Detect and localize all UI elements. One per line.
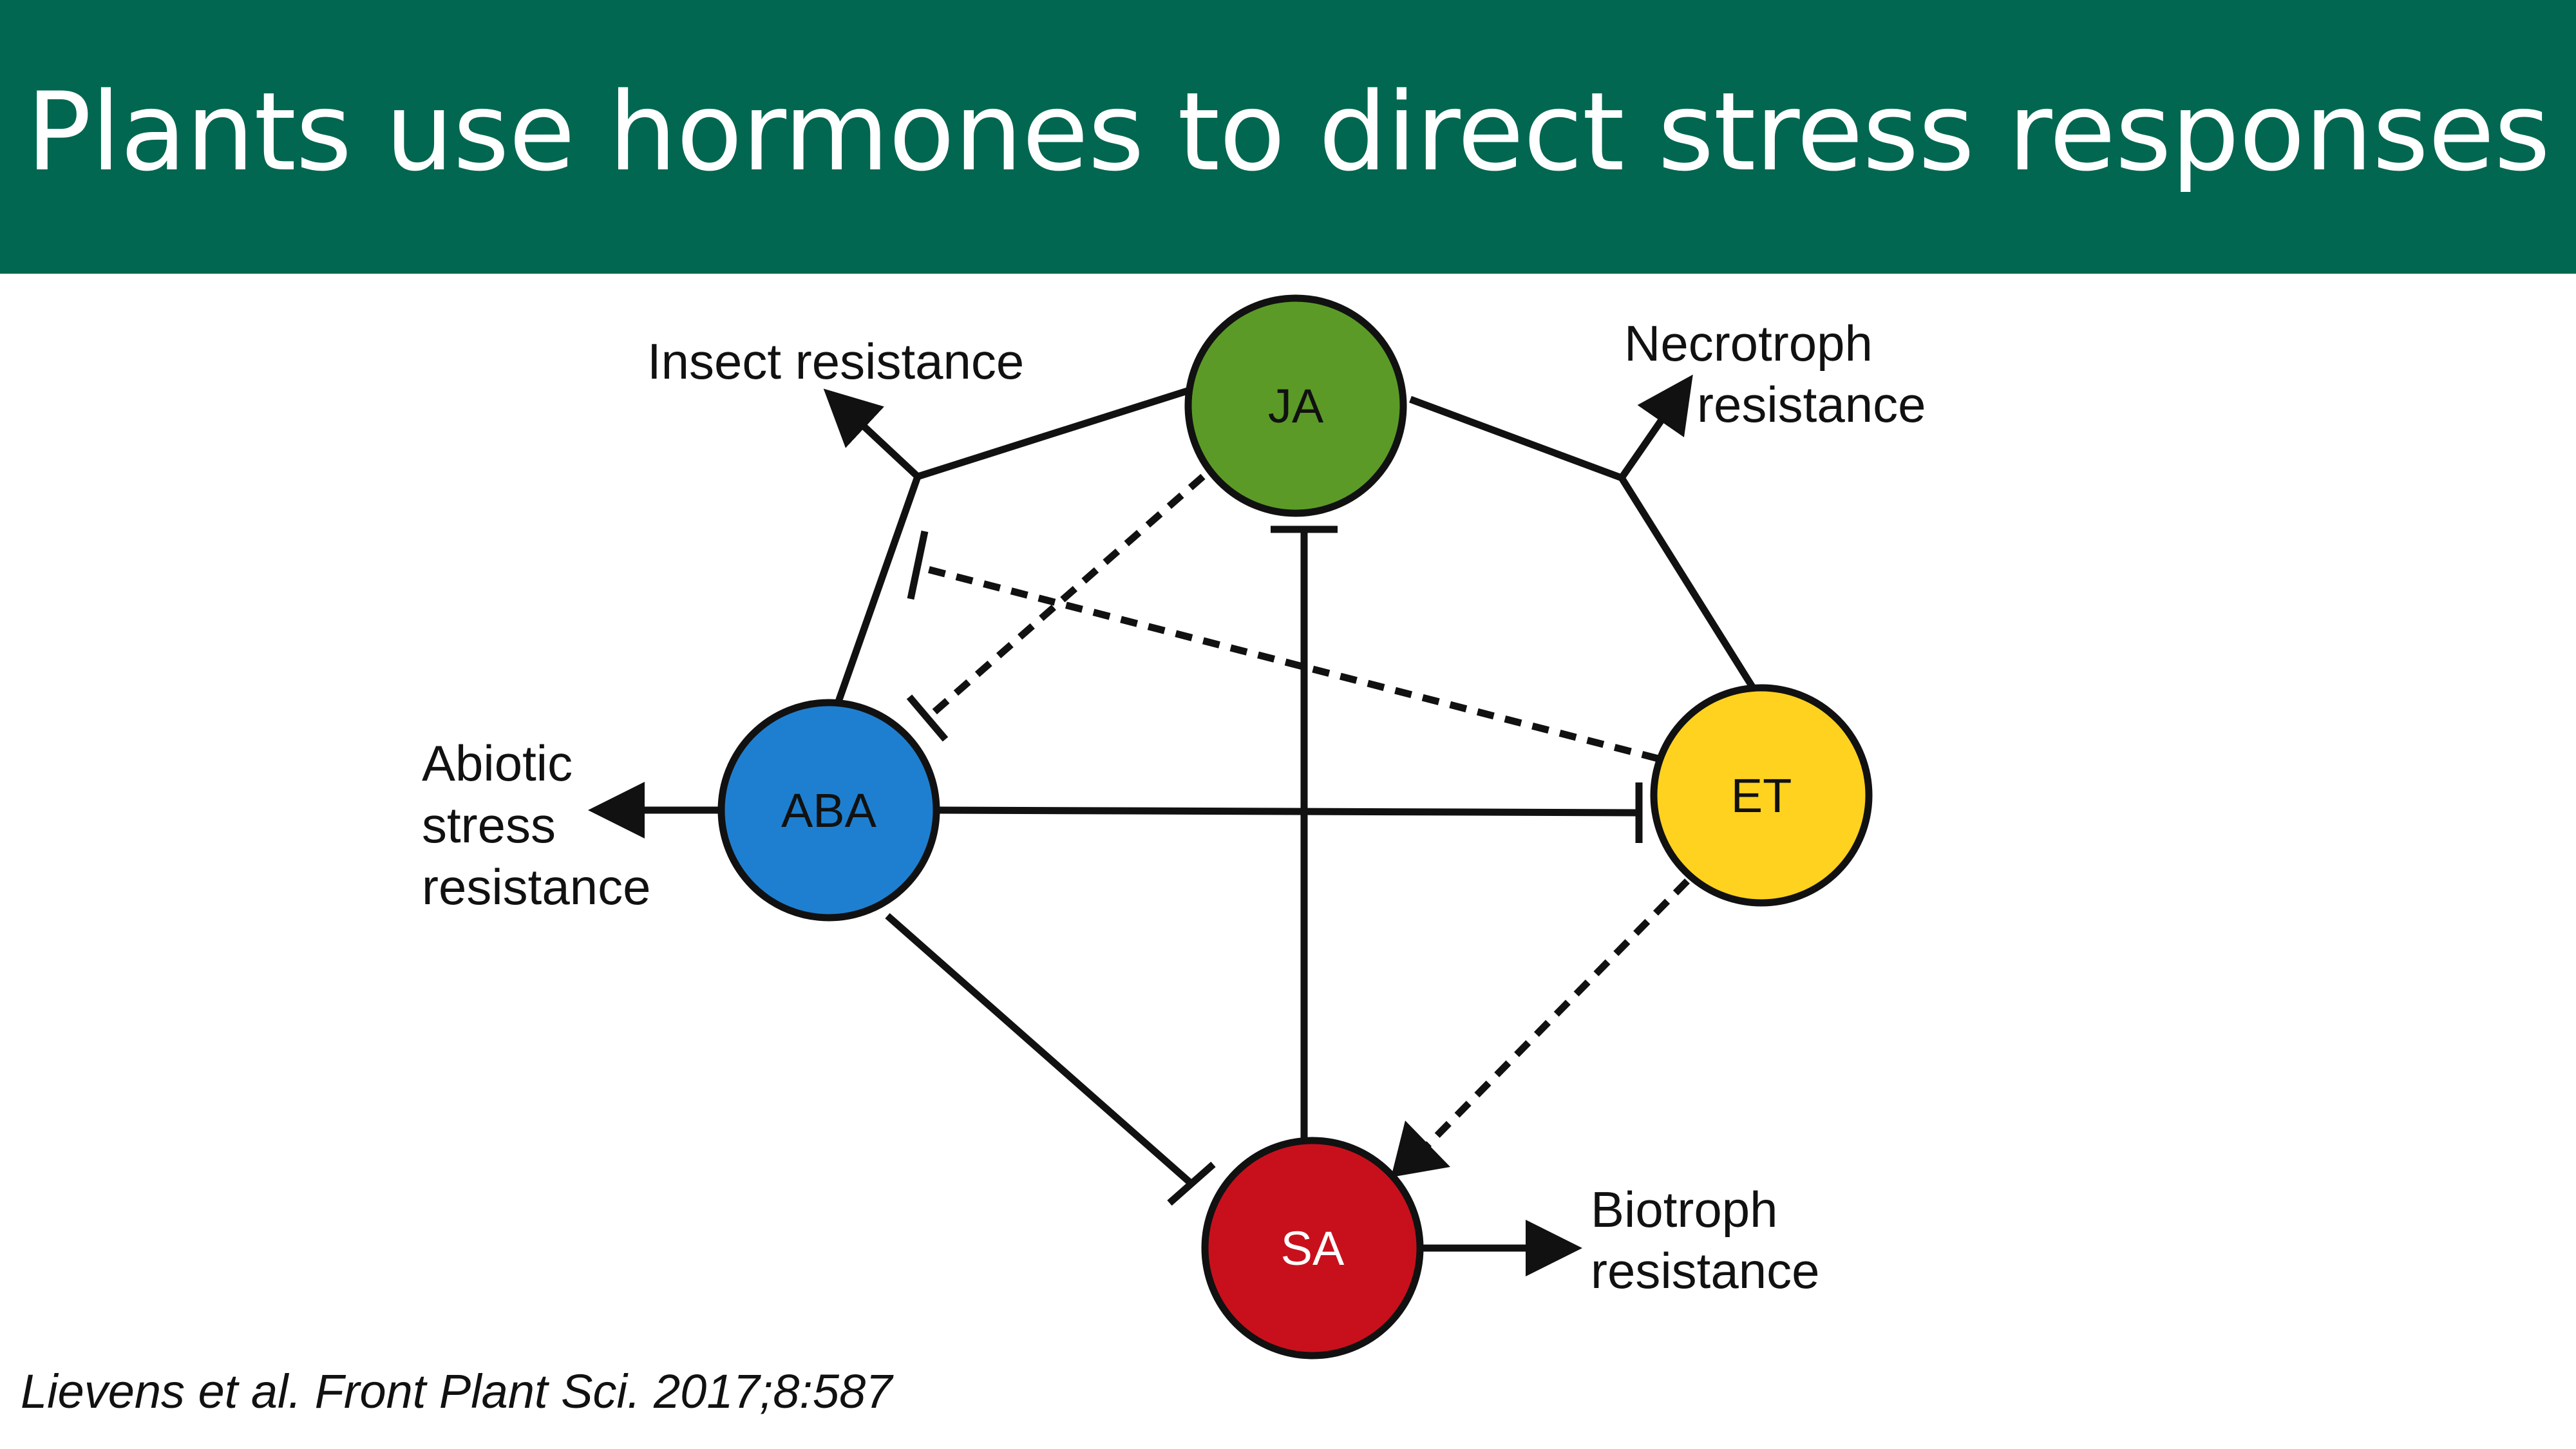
arrow-necrotroph-resistance	[1618, 374, 1693, 480]
label-insect-resistance: Insect resistance	[647, 333, 1024, 390]
label-necrotroph-line-1: Necrotroph	[1624, 315, 1873, 372]
label-abiotic-line-2: stress	[422, 797, 556, 853]
bar-et-inhibits-insect	[907, 530, 929, 600]
node-et: ET	[1650, 684, 1873, 907]
label-biotroph-line-1: Biotroph	[1591, 1181, 1778, 1238]
label-abiotic-line-1: Abiotic	[422, 735, 573, 791]
edge-et-necrotroph-junction	[1618, 476, 1756, 690]
citation: Lievens et al. Front Plant Sci. 2017;8:5…	[21, 1365, 893, 1418]
edge-aba-inhibits-et	[938, 806, 1640, 817]
bar-aba-inhibits-sa	[1167, 1161, 1216, 1206]
label-biotroph-line-2: resistance	[1591, 1242, 1820, 1299]
edge-aba-insect-junction	[833, 475, 922, 706]
node-aba: ABA	[717, 699, 940, 922]
label-abiotic-line-3: resistance	[422, 858, 651, 915]
edge-aba-inhibits-sa	[885, 913, 1194, 1187]
edge-ja-insect-junction	[916, 386, 1193, 480]
bar-ja-inhibits-aba	[906, 694, 949, 742]
label-necrotroph-line-2: resistance	[1697, 376, 1926, 433]
node-ja-label: JA	[1268, 379, 1324, 433]
node-aba-label: ABA	[781, 784, 877, 837]
node-ja: JA	[1184, 294, 1407, 517]
edge-et-inhibits-insect	[916, 563, 1660, 762]
node-et-label: ET	[1731, 769, 1792, 822]
title-bar	[0, 0, 2576, 274]
slide-title: Plants use hormones to direct stress res…	[26, 69, 2551, 195]
edge-ja-necrotroph-junction	[1409, 395, 1623, 482]
arrow-insect-resistance	[823, 388, 920, 480]
edge-et-promotes-sa	[1424, 878, 1690, 1149]
node-sa-label: SA	[1281, 1222, 1345, 1275]
edge-ja-inhibits-aba	[925, 473, 1206, 721]
arrowhead-et-to-sa	[1391, 1121, 1450, 1177]
node-sa: SA	[1201, 1137, 1424, 1359]
